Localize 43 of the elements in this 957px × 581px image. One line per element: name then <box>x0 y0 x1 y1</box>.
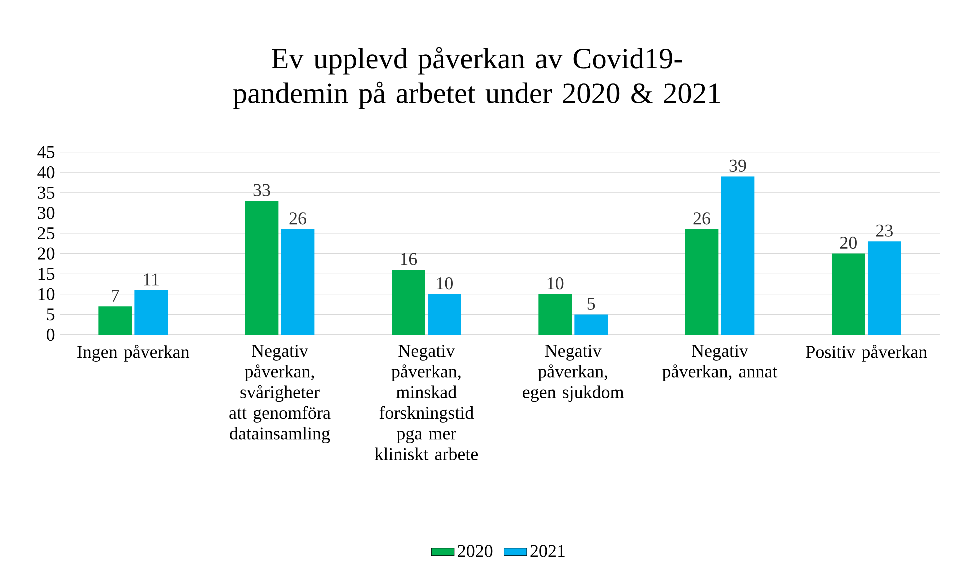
data-label: 26 <box>694 212 710 225</box>
y-tick-label: 20 <box>38 248 55 260</box>
x-tick-label: Negativ påverkan, svårigheter att genomföra datainsamling <box>230 345 331 444</box>
x-tick-label: Ingen påverkan <box>78 345 190 362</box>
data-label: 33 <box>254 184 270 196</box>
data-label: 11 <box>144 274 159 286</box>
bar <box>538 294 572 335</box>
bar <box>281 229 315 335</box>
x-tick-label: Negativ påverkan, minskad forskningstid pga mer kliniskt arbete <box>375 345 478 460</box>
y-tick-label: 0 <box>46 328 55 342</box>
data-label: 16 <box>401 253 418 266</box>
data-label: 10 <box>437 278 453 290</box>
legend-label: 2020 <box>458 545 493 558</box>
bar <box>721 176 755 335</box>
data-label: 26 <box>290 212 306 225</box>
bar <box>98 306 132 335</box>
y-tick-label: 30 <box>38 207 55 220</box>
x-tick-label: Positiv påverkan <box>806 345 928 362</box>
x-tick-label: Negativ påverkan, egen sjukdom <box>523 345 624 402</box>
data-label: 10 <box>548 278 564 290</box>
bar <box>428 294 462 335</box>
bar <box>392 270 426 335</box>
bar <box>685 229 719 335</box>
bar <box>574 314 608 335</box>
bar <box>245 201 279 335</box>
data-label: 20 <box>840 236 857 250</box>
data-label: 23 <box>876 224 893 237</box>
chart-title: Ev upplevd påverkan av Covid19-pandemin på arbetet under 2020 & 2021 <box>233 47 720 110</box>
bar <box>832 254 866 335</box>
y-tick-label: 10 <box>38 288 55 300</box>
y-tick-label: 45 <box>38 146 55 158</box>
bar <box>134 290 168 335</box>
y-tick-label: 35 <box>38 186 55 199</box>
data-label: 5 <box>588 298 596 310</box>
x-tick-label: Negativ påverkan, annat <box>662 345 778 382</box>
bar <box>868 242 902 335</box>
data-label: 7 <box>112 290 120 302</box>
legend-label: 2021 <box>530 545 565 558</box>
data-label: 39 <box>730 160 746 172</box>
y-tick-label: 5 <box>47 308 55 321</box>
y-tick-label: 25 <box>38 227 55 240</box>
y-tick-label: 15 <box>38 268 55 280</box>
y-tick-label: 40 <box>38 166 55 179</box>
